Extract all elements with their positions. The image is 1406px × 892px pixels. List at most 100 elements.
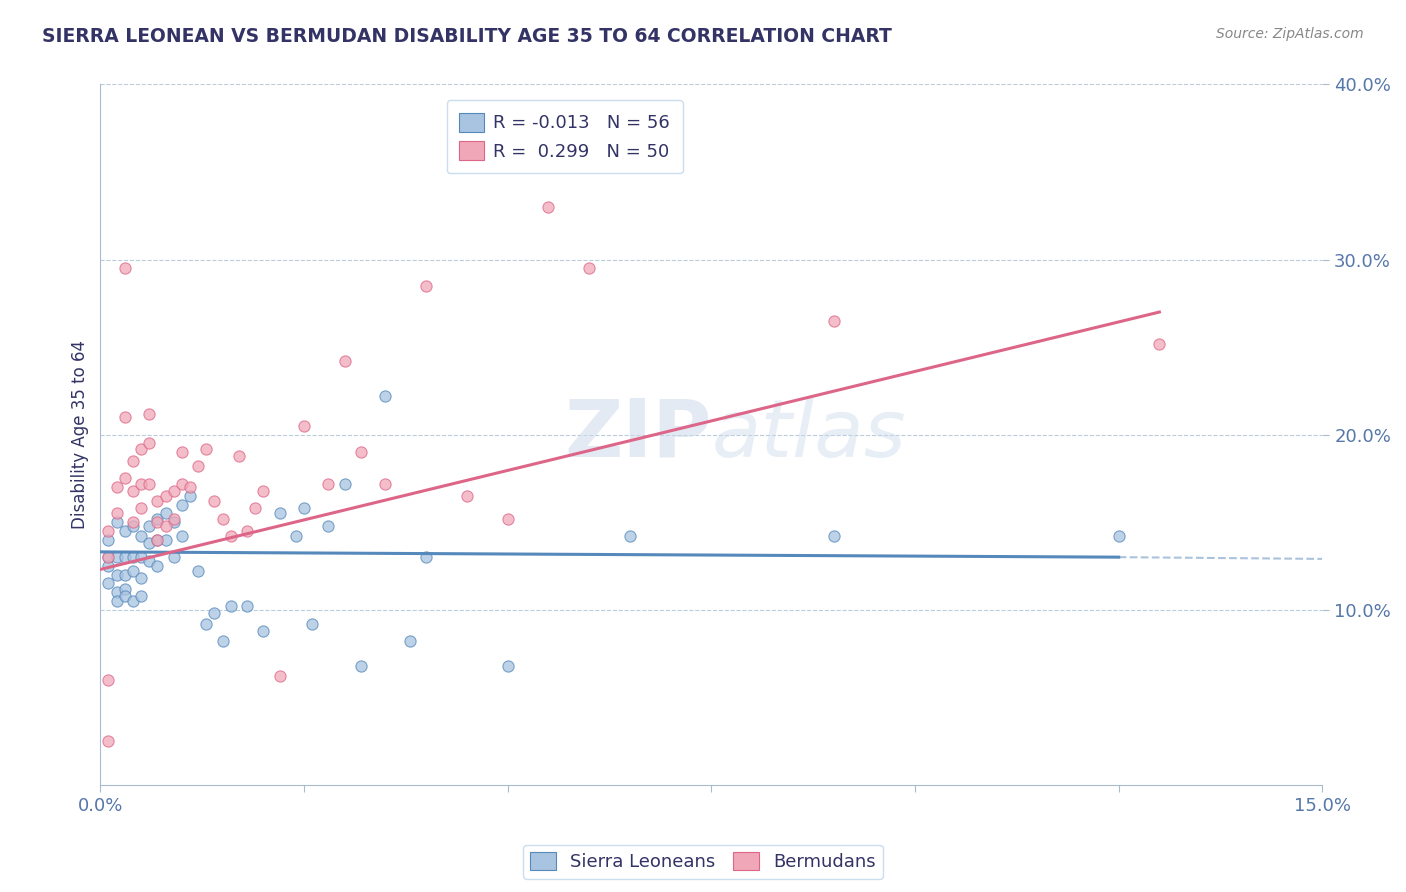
Point: [97, 533, 120, 547]
Point: [105, 585, 128, 599]
Point: [163, 483, 186, 498]
Point: [138, 436, 160, 450]
Point: [1149, 336, 1171, 351]
Point: [187, 459, 209, 474]
Point: [129, 476, 152, 491]
Point: [138, 518, 160, 533]
Point: [129, 501, 152, 516]
Point: [374, 476, 396, 491]
Point: [496, 511, 519, 525]
Point: [122, 454, 145, 468]
Point: [415, 278, 437, 293]
Point: [211, 511, 233, 525]
Text: Source: ZipAtlas.com: Source: ZipAtlas.com: [1216, 27, 1364, 41]
Point: [97, 734, 120, 748]
Point: [179, 480, 201, 494]
Point: [292, 501, 315, 516]
Legend: Sierra Leoneans, Bermudans: Sierra Leoneans, Bermudans: [523, 845, 883, 879]
Text: atlas: atlas: [711, 395, 905, 474]
Point: [97, 550, 120, 565]
Point: [170, 529, 193, 543]
Point: [105, 515, 128, 529]
Point: [163, 550, 186, 565]
Point: [228, 449, 250, 463]
Point: [122, 594, 145, 608]
Point: [269, 669, 291, 683]
Point: [129, 529, 152, 543]
Point: [537, 200, 560, 214]
Point: [163, 511, 186, 525]
Point: [195, 616, 218, 631]
Point: [114, 567, 136, 582]
Point: [114, 524, 136, 538]
Point: [619, 529, 641, 543]
Point: [292, 418, 315, 433]
Point: [138, 407, 160, 421]
Point: [211, 634, 233, 648]
Point: [105, 567, 128, 582]
Point: [155, 507, 177, 521]
Point: [202, 606, 225, 620]
Point: [187, 564, 209, 578]
Point: [318, 518, 340, 533]
Point: [236, 599, 259, 614]
Point: [146, 494, 169, 508]
Point: [105, 594, 128, 608]
Point: [122, 550, 145, 565]
Y-axis label: Disability Age 35 to 64: Disability Age 35 to 64: [72, 340, 89, 529]
Point: [146, 515, 169, 529]
Point: [252, 624, 274, 638]
Point: [163, 515, 186, 529]
Point: [114, 471, 136, 485]
Point: [97, 524, 120, 538]
Point: [202, 494, 225, 508]
Point: [243, 501, 266, 516]
Point: [155, 518, 177, 533]
Point: [122, 483, 145, 498]
Point: [252, 483, 274, 498]
Point: [146, 533, 169, 547]
Point: [146, 533, 169, 547]
Point: [399, 634, 422, 648]
Point: [122, 518, 145, 533]
Point: [301, 616, 323, 631]
Point: [823, 314, 845, 328]
Point: [350, 445, 373, 459]
Point: [114, 410, 136, 425]
Point: [415, 550, 437, 565]
Point: [114, 589, 136, 603]
Point: [114, 582, 136, 596]
Point: [138, 554, 160, 568]
Point: [129, 589, 152, 603]
Point: [318, 476, 340, 491]
Text: ZIP: ZIP: [564, 395, 711, 474]
Point: [129, 550, 152, 565]
Point: [114, 261, 136, 276]
Point: [105, 507, 128, 521]
Point: [496, 658, 519, 673]
Point: [170, 445, 193, 459]
Point: [823, 529, 845, 543]
Point: [1108, 529, 1130, 543]
Point: [333, 476, 356, 491]
Point: [170, 476, 193, 491]
Point: [138, 536, 160, 550]
Point: [129, 571, 152, 585]
Point: [578, 261, 600, 276]
Point: [219, 599, 242, 614]
Point: [114, 550, 136, 565]
Point: [97, 558, 120, 573]
Point: [333, 354, 356, 368]
Point: [179, 489, 201, 503]
Point: [155, 533, 177, 547]
Point: [170, 498, 193, 512]
Point: [146, 511, 169, 525]
Text: SIERRA LEONEAN VS BERMUDAN DISABILITY AGE 35 TO 64 CORRELATION CHART: SIERRA LEONEAN VS BERMUDAN DISABILITY AG…: [42, 27, 891, 45]
Point: [105, 550, 128, 565]
Point: [155, 489, 177, 503]
Point: [146, 558, 169, 573]
Point: [350, 658, 373, 673]
Point: [97, 673, 120, 687]
Point: [97, 550, 120, 565]
Point: [456, 489, 478, 503]
